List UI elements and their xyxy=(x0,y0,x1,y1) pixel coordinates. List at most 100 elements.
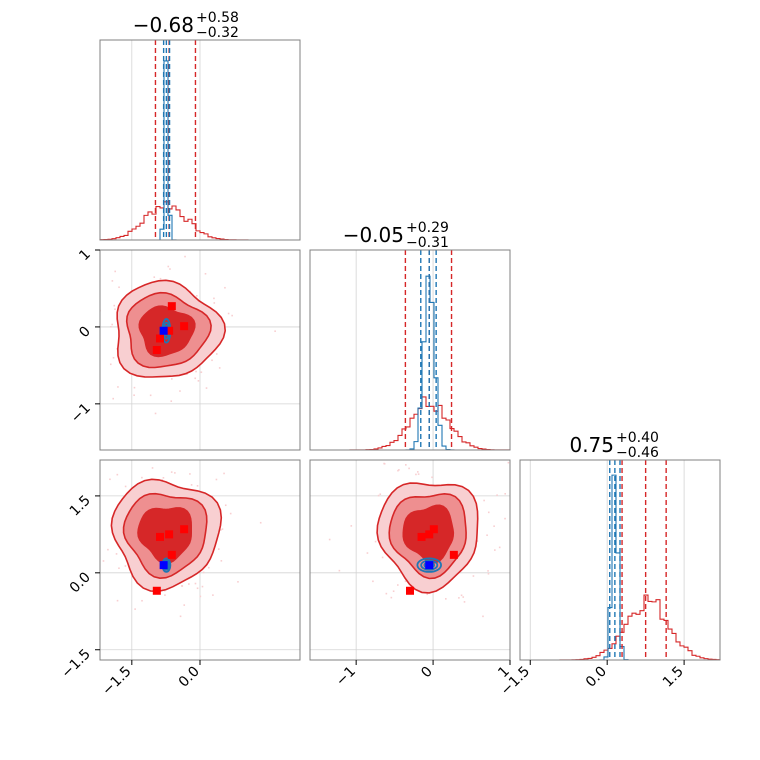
scatter-dot xyxy=(78,525,80,527)
x-tick-label: 1.5 xyxy=(660,664,687,691)
title-minus-0: −0.32 xyxy=(196,25,239,41)
blue-point-marker xyxy=(159,326,168,335)
x-tick-label: −1.5 xyxy=(99,664,134,699)
scatter-dot xyxy=(472,575,475,577)
red-point-marker xyxy=(417,532,426,541)
panel-2-1 xyxy=(309,459,511,661)
red-contour-inner xyxy=(137,507,192,565)
scatter-dot xyxy=(385,592,388,595)
scatter-dot xyxy=(183,604,186,606)
scatter-dot xyxy=(431,476,433,479)
scatter-dot xyxy=(392,590,395,593)
scatter-dot xyxy=(213,297,215,300)
scatter-dot xyxy=(184,255,186,258)
red-point-marker xyxy=(156,334,164,343)
scatter-dot xyxy=(117,386,119,388)
red-point-marker xyxy=(425,530,434,539)
scatter-dot xyxy=(72,345,74,347)
scatter-dot xyxy=(196,295,198,297)
scatter-dot xyxy=(486,534,488,537)
scatter-dot xyxy=(504,517,506,520)
scatter-dot xyxy=(377,494,380,497)
scatter-dot xyxy=(274,330,276,333)
x-tick-label: −1 xyxy=(333,664,359,690)
scatter-dot xyxy=(487,511,490,514)
y-tick-label: −1 xyxy=(68,400,94,426)
y-tick-label: −1.5 xyxy=(58,646,93,681)
title-value-2: 0.75 xyxy=(569,433,614,457)
scatter-dot xyxy=(170,471,173,473)
scatter-dot xyxy=(416,471,419,473)
scatter-dot xyxy=(445,598,447,600)
red-point-marker xyxy=(180,525,189,534)
scatter-dot xyxy=(189,473,191,475)
scatter-dot xyxy=(381,556,384,559)
scatter-dot xyxy=(415,473,417,476)
scatter-dot xyxy=(202,571,205,574)
scatter-dot xyxy=(215,478,218,481)
title-minus-2: −0.46 xyxy=(616,445,659,461)
panel-frame xyxy=(99,39,301,241)
scatter-dot xyxy=(141,599,143,602)
scatter-dot xyxy=(374,540,377,543)
scatter-dot xyxy=(217,548,220,550)
red-point-marker xyxy=(156,532,164,541)
title-value-0: −0.68 xyxy=(133,13,194,37)
scatter-dot xyxy=(169,268,171,270)
panel-bg xyxy=(310,250,510,450)
scatter-dot xyxy=(118,286,120,289)
y-tick-label: 1 xyxy=(76,247,94,265)
scatter-dot xyxy=(205,387,208,389)
scatter-dot xyxy=(133,386,136,389)
title-plus-2: +0.40 xyxy=(616,430,659,446)
y-tick-label: 0.0 xyxy=(67,569,94,596)
scatter-dot xyxy=(167,265,170,268)
panel-2-0 xyxy=(78,459,301,661)
scatter-dot xyxy=(200,371,203,374)
red-point-marker xyxy=(152,346,161,354)
red-point-marker xyxy=(406,586,414,595)
red-point-marker xyxy=(152,586,161,595)
scatter-dot xyxy=(212,594,214,596)
scatter-dot xyxy=(124,565,127,567)
scatter-dot xyxy=(116,599,119,602)
scatter-dot xyxy=(159,277,162,280)
title-plus-1: +0.29 xyxy=(406,220,449,236)
red-point-marker xyxy=(167,550,176,559)
panel-frame xyxy=(99,249,301,451)
diag-panel-0 xyxy=(99,39,301,241)
scatter-dot xyxy=(405,464,407,466)
scatter-dot xyxy=(109,363,112,366)
panel-frame xyxy=(309,249,511,451)
scatter-dot xyxy=(98,520,100,522)
scatter-dot xyxy=(201,585,204,588)
scatter-dot xyxy=(462,596,465,598)
x-tick-label: 0.0 xyxy=(176,664,203,691)
panel-frame xyxy=(519,459,721,661)
scatter-dot xyxy=(170,400,173,402)
red-point-marker xyxy=(429,525,438,534)
scatter-dot xyxy=(220,560,223,562)
y-tick-label: 0 xyxy=(76,323,94,341)
scatter-dot xyxy=(229,512,232,515)
scatter-dot xyxy=(504,492,506,495)
scatter-dot xyxy=(171,378,173,380)
scatter-dot xyxy=(224,504,227,507)
scatter-dot xyxy=(196,587,199,590)
scatter-dot xyxy=(153,276,156,278)
panel-content xyxy=(78,460,300,660)
scatter-dot xyxy=(141,476,143,479)
scatter-dot xyxy=(223,472,225,475)
diag-panel-2 xyxy=(519,459,721,661)
scatter-dot xyxy=(215,353,218,355)
scatter-dot xyxy=(102,560,105,562)
scatter-dot xyxy=(115,553,118,555)
scatter-dot xyxy=(487,570,489,572)
scatter-dot xyxy=(149,394,152,397)
scatter-dot xyxy=(397,469,399,472)
blue-point-marker xyxy=(159,561,168,570)
red-point-marker xyxy=(167,302,176,311)
panels xyxy=(72,39,721,661)
scatter-dot xyxy=(109,325,112,328)
scatter-dot xyxy=(151,467,154,469)
